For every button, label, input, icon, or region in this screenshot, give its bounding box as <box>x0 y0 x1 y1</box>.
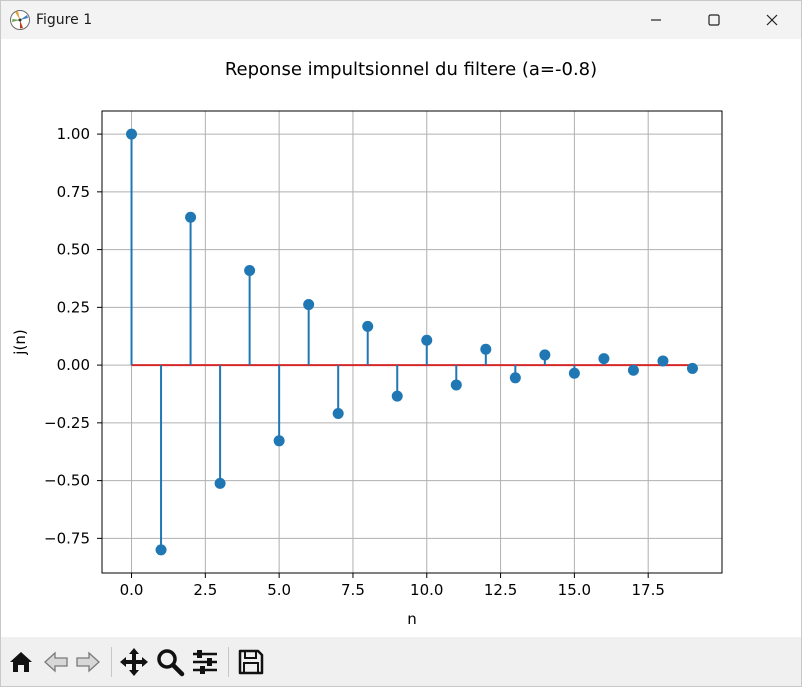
arrow-right-icon <box>76 651 100 673</box>
stem-marker <box>185 211 197 223</box>
back-button[interactable] <box>39 645 73 679</box>
stem-marker <box>421 334 433 346</box>
chart-title: Reponse impultsionnel du filtere (a=-0.8… <box>225 59 597 80</box>
move-icon <box>120 648 148 676</box>
toolbar-separator <box>228 647 229 677</box>
ticks: 0.0 2.5 5.0 7.5 10.0 12.5 15.0 17.5 1.00 0.75 0.50… <box>44 125 665 599</box>
stem-marker <box>244 264 256 276</box>
window-title: Figure 1 <box>36 12 93 28</box>
minimize-icon <box>651 19 661 21</box>
stem-marker <box>509 372 521 384</box>
y-tick-label: −0.50 <box>44 472 90 490</box>
navigation-toolbar <box>1 637 801 686</box>
y-tick-label: −0.25 <box>44 414 90 432</box>
stem-marker <box>273 435 285 447</box>
stem-marker <box>539 349 551 361</box>
y-tick-label: 0.00 <box>57 356 90 374</box>
x-tick-label: 12.5 <box>484 581 517 599</box>
x-tick-label: 10.0 <box>410 581 443 599</box>
x-tick-label: 7.5 <box>341 581 365 599</box>
y-tick-label: 0.50 <box>57 241 90 259</box>
y-tick-label: 0.25 <box>57 298 90 316</box>
stems <box>126 128 698 556</box>
stem-marker <box>155 544 167 556</box>
maximize-icon <box>708 14 720 26</box>
matplotlib-app-icon <box>10 10 30 30</box>
minimize-button[interactable] <box>627 1 685 39</box>
stem-marker <box>126 128 138 140</box>
x-axis-label: n <box>407 610 417 628</box>
forward-button[interactable] <box>71 645 105 679</box>
stem-marker <box>686 362 698 374</box>
y-axis-label: j(n) <box>11 329 29 355</box>
configure-subplots-button[interactable] <box>188 645 222 679</box>
close-icon <box>766 14 778 26</box>
x-tick-label: 2.5 <box>193 581 217 599</box>
stem-marker <box>627 364 639 376</box>
grid <box>102 111 722 573</box>
home-icon <box>10 652 32 672</box>
maximize-button[interactable] <box>685 1 743 39</box>
stem-marker <box>362 320 374 332</box>
x-tick-label: 5.0 <box>267 581 291 599</box>
y-tick-label: 1.00 <box>57 125 90 143</box>
save-button[interactable] <box>234 645 268 679</box>
title-bar: Figure 1 <box>1 1 801 39</box>
arrow-left-icon <box>44 651 68 673</box>
toolbar-separator <box>111 647 112 677</box>
floppy-disk-icon <box>238 649 264 675</box>
x-tick-label: 17.5 <box>631 581 664 599</box>
y-tick-label: −0.75 <box>44 529 90 547</box>
x-tick-label: 15.0 <box>558 581 591 599</box>
stem-marker <box>303 299 315 311</box>
stem-marker <box>214 477 226 489</box>
pan-button[interactable] <box>117 645 151 679</box>
stem-marker <box>450 379 462 391</box>
close-button[interactable] <box>743 1 801 39</box>
stem-marker <box>598 353 610 365</box>
stem-marker <box>332 408 344 420</box>
y-tick-label: 0.75 <box>57 183 90 201</box>
sliders-icon <box>193 650 217 674</box>
stem-chart: Reponse impultsionnel du filtere (a=-0.8… <box>11 59 723 628</box>
magnifier-icon <box>157 649 185 677</box>
x-tick-label: 0.0 <box>120 581 144 599</box>
figure-canvas: Reponse impultsionnel du filtere (a=-0.8… <box>1 39 801 637</box>
stem-marker <box>480 343 492 355</box>
home-button[interactable] <box>4 645 38 679</box>
stem-marker <box>391 390 403 402</box>
stem-marker <box>657 355 669 367</box>
zoom-button[interactable] <box>153 645 187 679</box>
plot-frame <box>101 110 723 574</box>
stem-marker <box>568 367 580 379</box>
